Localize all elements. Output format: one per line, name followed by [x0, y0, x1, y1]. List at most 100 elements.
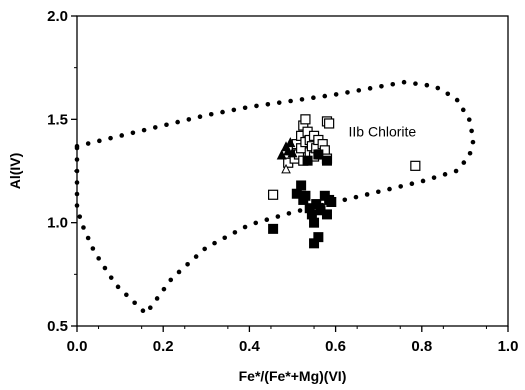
x-tick-label: 1.0	[498, 338, 519, 355]
filled-square-marker	[313, 149, 324, 160]
data-markers	[268, 114, 421, 249]
boundary-dot	[470, 139, 476, 145]
filled-square-marker	[309, 217, 320, 228]
boundary-dot	[152, 125, 158, 130]
filled-triangle-marker	[287, 147, 298, 158]
filled-square-marker	[296, 180, 307, 191]
boundary-dot	[367, 86, 373, 91]
boundary-dot	[401, 79, 407, 85]
filled-square-marker	[313, 232, 324, 243]
boundary-dot	[445, 91, 451, 97]
boundary-dot	[132, 300, 137, 306]
boundary-dot	[413, 81, 418, 86]
boundary-dot	[333, 92, 339, 97]
boundary-dot	[469, 128, 474, 134]
boundary-dot	[232, 230, 238, 235]
boundary-dot	[311, 95, 316, 101]
boundary-dot	[297, 208, 303, 213]
boundary-dot	[453, 168, 459, 174]
boundary-dot	[124, 292, 129, 298]
boundary-dot	[168, 277, 174, 283]
boundary-dot	[222, 235, 228, 241]
y-tick-label: 1.0	[47, 215, 68, 232]
boundary-dot	[119, 133, 125, 138]
boundary-dot	[186, 117, 192, 122]
boundary-dot	[102, 265, 108, 271]
boundary-dot	[175, 119, 180, 125]
filled-square-marker	[300, 190, 311, 201]
boundary-dot	[212, 240, 217, 246]
plot-frame	[76, 15, 509, 327]
filled-square-marker	[306, 209, 317, 220]
boundary-dot	[161, 286, 167, 292]
open-square-marker	[410, 160, 421, 171]
x-tick-label: 0.8	[411, 338, 432, 355]
open-square-marker	[268, 189, 279, 200]
boundary-dot	[242, 224, 248, 230]
boundary-dot	[85, 235, 91, 241]
boundary-dot	[376, 189, 381, 195]
boundary-dot	[431, 175, 437, 180]
boundary-dot	[424, 82, 430, 88]
boundary-dot	[390, 81, 396, 87]
y-axis-label: Al(IV)	[7, 153, 23, 190]
boundary-dot	[379, 83, 384, 89]
boundary-dot	[130, 130, 136, 136]
axis-ticks: 0.0 0.2 0.4 0.6 0.8 1.0 0.5 1.0 1.5 2.0	[47, 8, 518, 355]
boundary-dot	[176, 269, 182, 275]
y-tick-label: 2.0	[47, 8, 68, 25]
boundary-dot	[154, 296, 160, 301]
boundary-dot	[208, 111, 214, 117]
boundary-dot	[353, 194, 359, 200]
filled-square-marker	[321, 155, 332, 166]
filled-square-marker	[302, 155, 313, 166]
field-boundary	[74, 79, 476, 314]
boundary-dot	[264, 217, 270, 223]
boundary-dot	[276, 100, 282, 105]
filled-triangle-marker	[285, 137, 296, 148]
boundary-dot	[322, 93, 328, 99]
filled-triangle-marker	[276, 149, 287, 160]
boundary-dot	[364, 192, 370, 197]
boundary-dot	[231, 107, 237, 113]
boundary-dot	[96, 256, 101, 261]
filled-square-marker	[326, 197, 337, 207]
boundary-dot	[148, 305, 153, 311]
boundary-dot	[108, 135, 113, 141]
boundary-dot	[265, 101, 271, 107]
boundary-dot	[108, 275, 114, 280]
boundary-dot	[275, 214, 281, 219]
boundary-dot	[286, 211, 292, 216]
boundary-dot	[140, 308, 146, 314]
boundary-dot	[460, 107, 466, 113]
y-tick-label: 0.5	[47, 318, 68, 335]
boundary-dot	[409, 181, 415, 187]
open-triangle-marker	[281, 163, 291, 174]
boundary-dot	[466, 117, 472, 122]
boundary-dot	[254, 103, 259, 109]
plot-frame-rect	[76, 15, 509, 327]
boundary-dot	[164, 122, 169, 128]
boundary-dot	[387, 186, 392, 192]
y-tick-label: 1.5	[47, 111, 68, 128]
open-square-marker	[324, 118, 335, 129]
boundary-dot	[77, 214, 83, 219]
boundary-dot	[420, 178, 426, 184]
x-tick-label: 0.6	[325, 338, 346, 355]
x-tick-label: 0.0	[67, 338, 88, 355]
x-axis-label: Fe*/(Fe*+Mg)(VI)	[239, 368, 347, 384]
filled-square-marker	[321, 209, 332, 220]
x-tick-label: 0.2	[153, 338, 174, 355]
boundary-dot	[299, 97, 305, 102]
boundary-dot	[85, 141, 91, 146]
boundary-dot	[442, 172, 448, 177]
boundary-dot	[90, 246, 96, 251]
boundary-dot	[141, 127, 147, 133]
boundary-dot	[345, 90, 350, 95]
boundary-dot	[202, 246, 207, 252]
boundary-dot	[197, 114, 203, 120]
boundary-dot	[467, 150, 473, 156]
boundary-dot	[253, 220, 259, 226]
boundary-dot	[356, 88, 362, 93]
